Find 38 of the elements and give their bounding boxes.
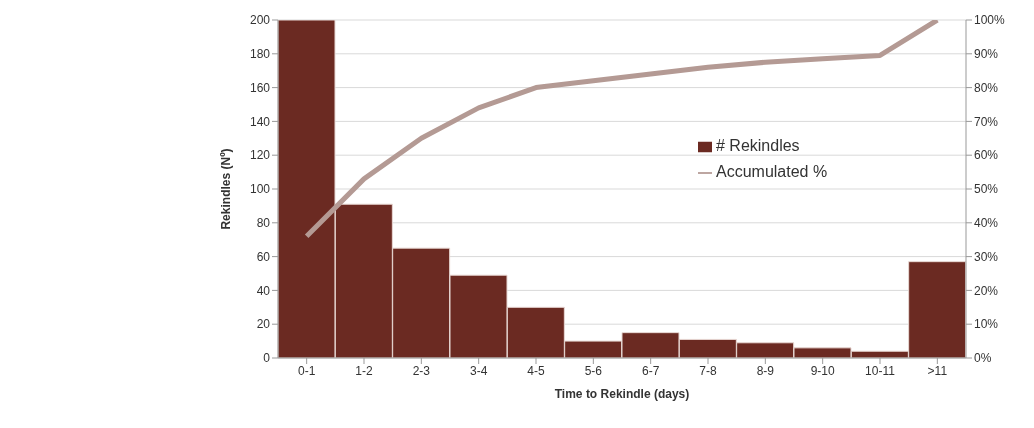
- y-tick-label: 80: [256, 216, 271, 231]
- y2-tick-label: 60%: [974, 148, 999, 163]
- y-tick-label: 40: [256, 283, 271, 298]
- y-tick-label: 180: [249, 47, 271, 62]
- y2-tick-label: 40%: [974, 216, 999, 231]
- y-tick-label: 0: [263, 351, 271, 366]
- x-tick-label: 2-3: [412, 363, 431, 378]
- x-tick-label: >11: [927, 363, 948, 378]
- x-tick-label: 0-1: [297, 363, 316, 378]
- x-tick-label: 5-6: [584, 363, 603, 378]
- y-tick-label: 120: [249, 148, 271, 163]
- legend-label: # Rekindles: [716, 137, 800, 154]
- y2-tick-label: 0%: [974, 351, 992, 366]
- x-tick-label: 7-8: [699, 363, 717, 378]
- y2-tick-label: 70%: [974, 114, 999, 129]
- y2-tick-label: 20%: [974, 283, 999, 298]
- x-tick-label: 8-9: [756, 363, 775, 378]
- x-tick-label: 6-7: [641, 363, 660, 378]
- y-tick-label: 140: [249, 114, 271, 129]
- y-tick-label: 20: [256, 317, 271, 332]
- x-tick-label: 4-5: [527, 363, 545, 378]
- x-tick-label: 1-2: [355, 363, 373, 378]
- x-axis-title: Time to Rekindle (days): [554, 387, 690, 401]
- x-tick-label: 9-10: [810, 363, 835, 378]
- y2-tick-label: 100%: [974, 13, 1006, 28]
- x-tick-label: 10-11: [865, 363, 896, 378]
- y2-tick-label: 90%: [974, 47, 999, 62]
- legend-label: Accumulated %: [716, 163, 828, 180]
- y2-tick-label: 50%: [974, 182, 999, 197]
- y-tick-label: 60: [256, 249, 271, 264]
- y-axis-title: Rekindles (Nº): [219, 148, 234, 230]
- y-tick-label: 200: [249, 13, 271, 28]
- y2-tick-label: 30%: [974, 249, 999, 264]
- x-tick-label: 3-4: [469, 363, 488, 378]
- y2-tick-label: 80%: [974, 80, 999, 95]
- y2-tick-label: 10%: [974, 317, 999, 332]
- y-tick-label: 160: [249, 80, 271, 95]
- y-tick-label: 100: [249, 182, 271, 197]
